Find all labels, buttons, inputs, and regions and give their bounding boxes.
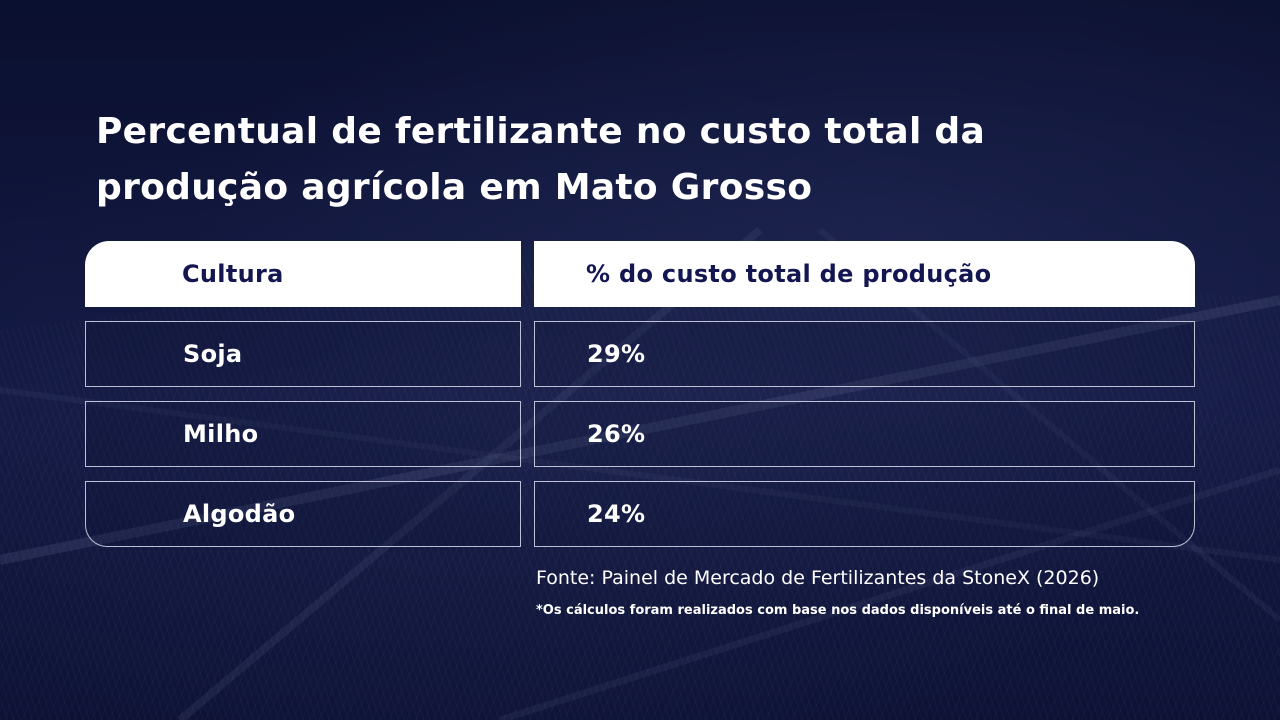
cell-percentual: 24% [534,481,1195,547]
cell-cultura: Milho [85,401,521,467]
table-row: Algodão 24% [85,481,1195,547]
chart-title-line-1: Percentual de fertilizante no custo tota… [96,111,986,152]
column-header-cultura: Cultura [85,241,521,307]
cell-cultura: Algodão [85,481,521,547]
chart-title: Percentual de fertilizante no custo tota… [96,104,1216,216]
table-header-row: Cultura % do custo total de produção [85,241,1195,307]
column-header-percentual: % do custo total de produção [534,241,1195,307]
cell-cultura: Soja [85,321,521,387]
cell-percentual: 26% [534,401,1195,467]
chart-title-line-2: produção agrícola em Mato Grosso [96,167,813,208]
cell-percentual: 29% [534,321,1195,387]
table-row: Soja 29% [85,321,1195,387]
footnote-text: *Os cálculos foram realizados com base n… [536,603,1140,618]
source-text: Fonte: Painel de Mercado de Fertilizante… [536,567,1100,589]
table-row: Milho 26% [85,401,1195,467]
